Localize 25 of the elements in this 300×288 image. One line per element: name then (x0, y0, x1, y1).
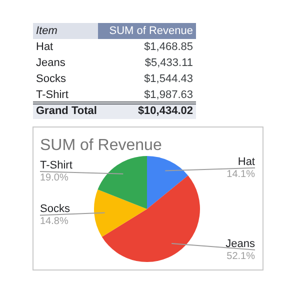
text: 14.1% (226, 168, 255, 180)
slice-label: T-Shirt (40, 160, 72, 172)
text: $5,433.11 (144, 57, 193, 69)
text: $1,987.63 (144, 89, 193, 101)
text: $10,434.02 (138, 105, 193, 117)
slice-label: Socks (40, 203, 70, 216)
category-label: Jeans (36, 57, 66, 69)
text: $1,544.43 (144, 73, 193, 85)
slice-label: Hat (238, 156, 255, 168)
pie-slice (147, 156, 188, 209)
text: Grand Total (36, 105, 97, 117)
category-label: T-Shirt (36, 89, 68, 101)
text: Item (36, 25, 58, 37)
text: 52.1% (226, 250, 255, 262)
text: 19.0% (40, 172, 68, 184)
category-label: Socks (36, 73, 66, 85)
category-label: Hat (36, 41, 54, 53)
text: 14.8% (40, 216, 68, 228)
chart-title: SUM of Revenue (40, 137, 162, 154)
pie-slice (94, 189, 147, 237)
slice-label: Jeans (226, 238, 256, 250)
pie-slice (98, 156, 147, 209)
text: $1,468.85 (144, 41, 193, 53)
text: SUM of Revenue (109, 25, 193, 37)
pie-slice (102, 175, 200, 262)
